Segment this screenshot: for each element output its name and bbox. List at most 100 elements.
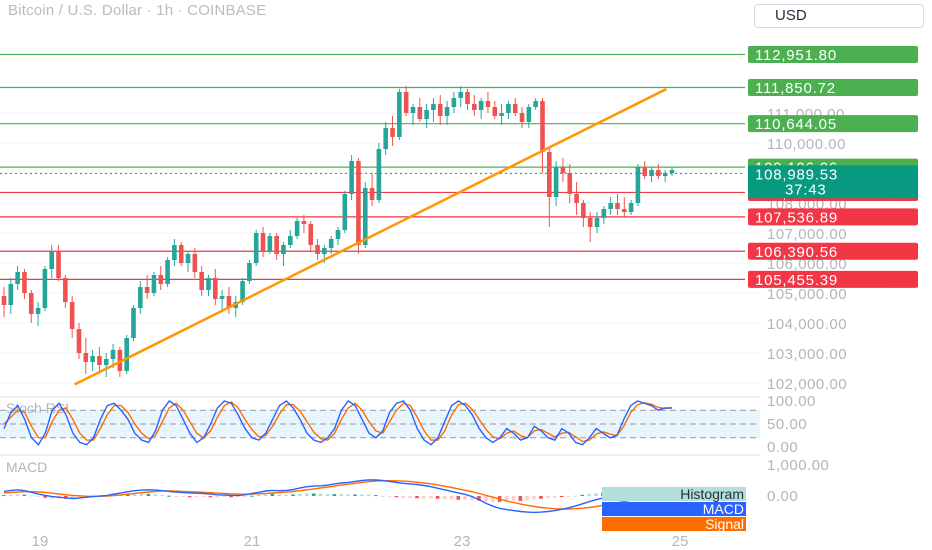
candle-body xyxy=(465,92,470,104)
macd-histogram-bar xyxy=(580,494,585,496)
macd-histogram-bar xyxy=(346,494,350,496)
candle-body xyxy=(253,233,259,263)
candle-body xyxy=(649,170,654,176)
stoch-k-line xyxy=(3,400,672,446)
candle-body xyxy=(512,104,518,113)
candle-body xyxy=(628,203,634,212)
macd-histogram-bar xyxy=(15,494,20,496)
candle-body xyxy=(1,296,7,305)
candle-body xyxy=(322,248,327,254)
macd-histogram-bar xyxy=(174,496,178,497)
macd-histogram-bar xyxy=(559,496,564,497)
candle-body xyxy=(540,101,545,152)
macd-histogram-bar xyxy=(504,496,509,502)
candle-body xyxy=(506,104,511,113)
candle-body xyxy=(15,272,20,284)
candle-body xyxy=(621,209,627,212)
macd-histogram-bar xyxy=(311,493,316,496)
macd-histogram-bar xyxy=(298,493,302,496)
macd-legend-tag: Histogram xyxy=(680,486,744,502)
candle-body xyxy=(8,284,14,305)
candle-body xyxy=(403,92,409,113)
candle-body xyxy=(49,251,55,269)
macd-histogram-bar xyxy=(353,494,357,496)
macd-histogram-bar xyxy=(318,493,323,496)
macd-histogram-bar xyxy=(194,496,199,498)
candle-body xyxy=(608,203,613,209)
time-axis[interactable]: 19 21 23 25 xyxy=(32,533,689,550)
macd-histogram-bar xyxy=(243,496,247,497)
macd-histogram-bar xyxy=(125,493,130,496)
level-tag-text: 112,951.80 xyxy=(755,47,837,64)
ascending-trendline[interactable] xyxy=(74,87,667,386)
macd-histogram-bar xyxy=(229,496,233,498)
candle-body xyxy=(669,170,675,173)
candle-body xyxy=(424,110,429,119)
candle-body xyxy=(35,308,41,314)
candle-body xyxy=(472,104,477,110)
macd-histogram-bar xyxy=(167,495,171,497)
stoch-axis-tick: 0.00 xyxy=(767,439,798,456)
macd-histogram-bar xyxy=(8,494,13,496)
candle-body xyxy=(22,272,27,293)
macd-line xyxy=(3,479,672,514)
macd-histogram-bar xyxy=(22,494,27,496)
candle-body xyxy=(165,260,170,284)
time-axis-tick: 25 xyxy=(672,533,689,550)
macd-histogram-bar xyxy=(511,496,516,502)
level-tag-bg xyxy=(748,208,918,226)
candle-body xyxy=(635,167,641,203)
candle-body xyxy=(499,113,504,116)
macd-histogram-bar xyxy=(2,495,6,497)
candle-body xyxy=(287,236,293,245)
candle-body xyxy=(103,359,109,365)
macd-histogram-bar xyxy=(153,494,158,496)
macd-histogram-bar xyxy=(132,493,137,496)
level-tag-bg xyxy=(748,270,918,288)
candle-body xyxy=(615,203,620,209)
price-axis-tick: 106,000.00 xyxy=(767,256,847,273)
candle-body xyxy=(260,233,266,251)
price-axis-tick: 107,000.00 xyxy=(767,226,847,243)
macd-histogram-bar xyxy=(284,494,288,496)
candle-body xyxy=(547,152,552,197)
level-tag-text: 105,455.39 xyxy=(755,272,838,289)
candle-body xyxy=(301,221,307,224)
candle-body xyxy=(362,188,368,245)
candle-body xyxy=(553,167,559,197)
candle-body xyxy=(587,218,593,227)
macd-histogram-bar xyxy=(594,493,598,496)
macd-histogram-bar xyxy=(70,496,75,499)
price-axis-tick: 110,000.00 xyxy=(767,136,846,153)
macd-signal-line xyxy=(3,480,673,510)
level-price-tags: 112,951.80111,850.72110,644.05109,196.06… xyxy=(748,45,918,289)
currency-selector[interactable]: USD xyxy=(754,4,924,28)
macd-histogram-bar xyxy=(36,496,41,497)
candle-body xyxy=(151,275,157,293)
macd-histogram-bar xyxy=(305,493,309,496)
macd-histogram-bar xyxy=(215,496,220,498)
horizontal-levels[interactable] xyxy=(0,53,745,280)
macd-histogram-bar xyxy=(291,494,295,496)
candle-body xyxy=(172,245,177,260)
candlestick-series xyxy=(1,86,675,377)
trendline[interactable] xyxy=(74,87,667,386)
chart-title: Bitcoin / U.S. Dollar · 1h · COINBASE xyxy=(8,2,267,19)
macd-histogram-bar xyxy=(463,496,468,500)
candle-body xyxy=(110,350,116,359)
macd-histogram-bar xyxy=(360,494,364,496)
macd-histogram-bar xyxy=(146,493,151,496)
candle-body xyxy=(308,224,314,245)
candle-body xyxy=(656,170,661,176)
macd-histogram-bar xyxy=(187,496,192,498)
macd-histogram-bar xyxy=(552,496,557,498)
macd-histogram-bar xyxy=(449,496,454,500)
macd-histogram-bar xyxy=(380,495,385,497)
macd-histogram-bar xyxy=(43,496,47,498)
macd-histogram-bar xyxy=(442,496,447,500)
macd-histogram-bar xyxy=(415,496,419,499)
macd-legend-tag-bg xyxy=(602,517,746,531)
currency-label: USD xyxy=(775,7,807,24)
macd-histogram-bar xyxy=(470,496,474,501)
